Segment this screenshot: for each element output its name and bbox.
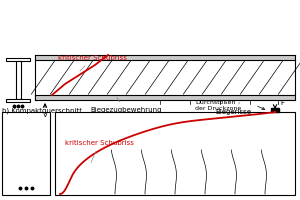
- Text: Biegerisse: Biegerisse: [215, 102, 251, 115]
- Bar: [6, 99, 30, 102]
- Bar: [2, 112, 50, 195]
- Bar: [16, 61, 20, 99]
- Text: Biegezugbewehrung: Biegezugbewehrung: [90, 97, 161, 113]
- Bar: [6, 58, 30, 61]
- Text: b) Kompaktquerschnitt: b) Kompaktquerschnitt: [2, 107, 82, 114]
- Bar: [271, 108, 279, 112]
- Bar: [55, 112, 295, 195]
- Text: V: V: [43, 112, 47, 118]
- Text: kritischer Schubriss: kritischer Schubriss: [58, 55, 127, 71]
- Text: Durchstoßen
der Druckzone: Durchstoßen der Druckzone: [195, 100, 241, 111]
- Text: kritischer Schubriss: kritischer Schubriss: [65, 140, 134, 162]
- Text: F: F: [280, 100, 284, 106]
